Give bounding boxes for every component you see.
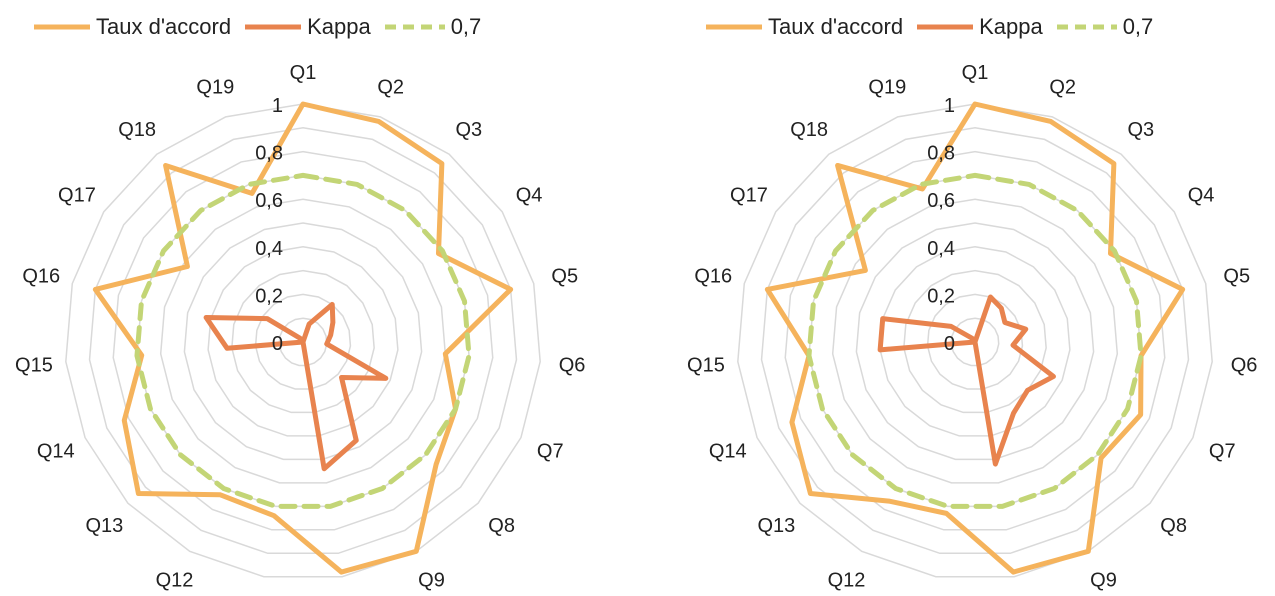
r-tick-label: 1 xyxy=(944,95,955,117)
category-label: Q5 xyxy=(1223,266,1250,288)
radar-chart-right: Taux d'accord Kappa 0,7 0 0,2 0,4 0,6 0,8 1 Q1… xyxy=(672,0,1275,596)
legend-item-kappa: Kappa xyxy=(245,14,371,40)
grid-ring xyxy=(855,222,1095,461)
category-label: Q15 xyxy=(15,354,53,376)
category-label: Q14 xyxy=(709,440,747,462)
series-line-0 xyxy=(764,101,1186,575)
legend-label-kappa: Kappa xyxy=(979,14,1043,39)
r-tick-label: 0,2 xyxy=(927,285,955,307)
series-line-1 xyxy=(203,301,389,472)
category-label: Q13 xyxy=(757,515,795,537)
grid-ring xyxy=(183,222,423,461)
grid-ring xyxy=(65,103,541,578)
r-tick-label: 0,8 xyxy=(255,143,283,165)
grid-ring xyxy=(112,150,494,531)
r-tick-label: 0,6 xyxy=(255,190,283,212)
legend-label-kappa: Kappa xyxy=(307,14,371,39)
legend-item-taux: Taux d'accord xyxy=(34,14,231,40)
r-tick-label: 0 xyxy=(272,333,283,355)
grid-ring xyxy=(760,127,1190,555)
legend-item-threshold: 0,7 xyxy=(1056,14,1154,40)
legend-label-taux: Taux d'accord xyxy=(96,14,232,39)
r-tick-label: 1 xyxy=(272,95,283,117)
category-label: Q8 xyxy=(488,515,515,537)
category-label: Q4 xyxy=(1188,184,1215,206)
category-label: Q2 xyxy=(1049,77,1076,99)
category-label: Q6 xyxy=(559,354,586,376)
legend-swatch-taux xyxy=(706,24,762,30)
legend-item-threshold: 0,7 xyxy=(384,14,482,40)
r-tick-label: 0 xyxy=(944,333,955,355)
r-tick-label: 0,8 xyxy=(927,143,955,165)
legend-label-taux: Taux d'accord xyxy=(768,14,904,39)
category-label: Q16 xyxy=(694,266,732,288)
category-label: Q2 xyxy=(377,77,404,99)
category-label: Q1 xyxy=(290,62,317,84)
legend-swatch-taux xyxy=(34,24,90,30)
category-label: Q7 xyxy=(1209,440,1236,462)
category-label: Q9 xyxy=(418,569,445,591)
radar-plot: 00,20,40,60,81Q1Q2Q3Q4Q5Q6Q7Q8Q9Q10Q11Q1… xyxy=(687,62,1258,591)
legend-swatch-kappa xyxy=(917,24,974,30)
category-label: Q7 xyxy=(537,440,564,462)
category-label: Q19 xyxy=(868,77,906,99)
r-tick-label: 0,4 xyxy=(255,238,283,260)
radar-plot: 00,20,40,60,81Q1Q2Q3Q4Q5Q6Q7Q8Q9Q10Q11Q1… xyxy=(15,62,586,591)
category-label: Q9 xyxy=(1090,569,1117,591)
category-label: Q15 xyxy=(687,354,725,376)
grid-ring xyxy=(737,103,1213,578)
category-label: Q4 xyxy=(516,184,543,206)
grid-ring xyxy=(159,198,447,484)
category-label: Q3 xyxy=(1127,119,1154,141)
category-label: Q1 xyxy=(962,62,989,84)
category-label: Q12 xyxy=(828,569,866,591)
legend-item-taux: Taux d'accord xyxy=(706,14,903,40)
category-label: Q3 xyxy=(455,119,482,141)
radar-chart-left: Taux d'accord Kappa 0,7 0 0,2 0,4 0,6 0,8 1 Q1… xyxy=(0,0,620,596)
series-line-2 xyxy=(134,172,472,509)
grid-ring xyxy=(879,246,1071,437)
category-label: Q17 xyxy=(58,184,96,206)
chart-legend: Taux d'accord Kappa 0,7 xyxy=(34,12,495,42)
legend-label-threshold: 0,7 xyxy=(1122,14,1154,39)
legend-label-threshold: 0,7 xyxy=(450,14,482,39)
r-tick-label: 0,2 xyxy=(255,285,283,307)
category-label: Q12 xyxy=(156,569,194,591)
legend-swatch-threshold xyxy=(384,24,445,30)
legend-swatch-threshold xyxy=(1056,24,1117,30)
series-line-1 xyxy=(877,294,1056,467)
category-label: Q19 xyxy=(196,77,234,99)
series-line-2 xyxy=(806,172,1144,509)
category-label: Q14 xyxy=(37,440,75,462)
category-label: Q8 xyxy=(1160,515,1187,537)
grid-ring xyxy=(231,269,375,414)
category-label: Q13 xyxy=(85,515,123,537)
grid-ring xyxy=(88,127,518,555)
chart-legend: Taux d'accord Kappa 0,7 xyxy=(706,12,1167,42)
category-label: Q6 xyxy=(1231,354,1258,376)
category-label: Q16 xyxy=(22,266,60,288)
category-label: Q18 xyxy=(118,119,156,141)
grid-ring xyxy=(207,246,399,437)
category-label: Q5 xyxy=(551,266,578,288)
series-line-0 xyxy=(92,101,514,575)
legend-swatch-kappa xyxy=(245,24,302,30)
r-tick-label: 0,4 xyxy=(927,238,955,260)
grid-ring xyxy=(926,293,1024,390)
category-label: Q18 xyxy=(790,119,828,141)
category-label: Q17 xyxy=(730,184,768,206)
grid-ring xyxy=(784,150,1166,531)
legend-item-kappa: Kappa xyxy=(917,14,1043,40)
grid-ring xyxy=(903,269,1047,414)
r-tick-label: 0,6 xyxy=(927,190,955,212)
